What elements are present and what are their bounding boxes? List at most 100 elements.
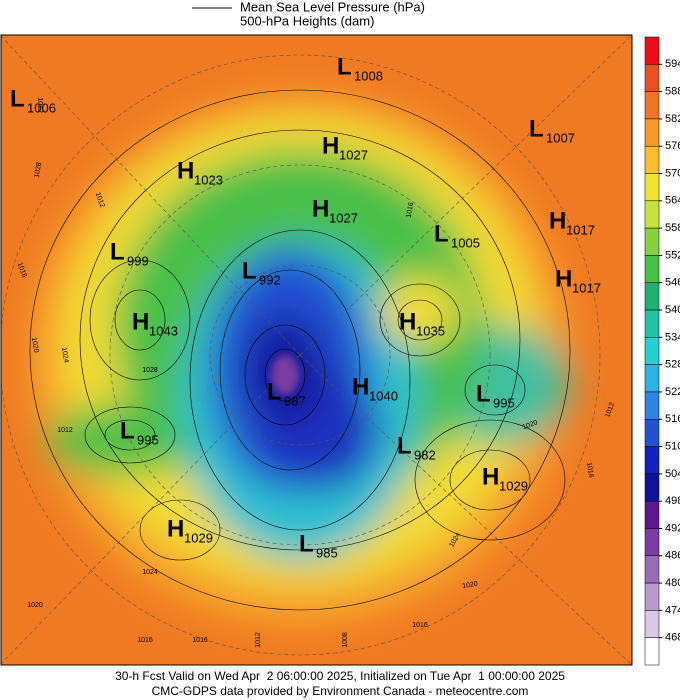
isobar-label: 1016 [585,462,595,479]
colorbar-box [644,391,660,420]
colorbar-label: 588 [665,86,680,98]
isobar-label: 1016 [192,637,208,644]
center-letter: H [482,463,499,490]
colorbar-box [644,145,660,174]
colorbar-label: 468 [665,632,680,644]
colorbar-box [644,64,660,92]
colorbar-label: 480 [665,577,680,589]
isobar-label: 1024 [60,347,70,364]
map-frame [0,34,633,666]
center-value: 1040 [369,388,398,403]
colorbar-box [644,227,660,256]
isobar-label: 1020 [522,419,539,431]
colorbar-label: 510 [665,440,680,452]
isobar-label: 1016 [412,622,428,629]
center-value: 1017 [566,222,595,237]
isobar-label: 1012 [255,632,262,648]
center-value: 1027 [339,147,368,162]
isobar-label: 1012 [57,427,73,434]
isobar-label: 1020 [30,337,40,354]
center-letter: L [337,53,352,80]
colorbar-box [644,446,660,475]
legend-text: Mean Sea Level Pressure (hPa) [240,0,425,14]
footer-text: 30-h Fcst Valid on Wed Apr 2 06:00:00 20… [115,669,565,683]
center-value: 1007 [546,130,575,145]
colorbar-box [644,255,660,283]
colorbar-box [644,473,660,502]
center-value: 1029 [184,530,213,545]
isobar-label: 1020 [462,581,479,591]
center-value: 1023 [194,172,223,187]
colorbar-label: 474 [665,604,680,616]
colorbar-label: 576 [665,140,680,152]
colorbar-box [644,610,660,638]
isobar-label: 1016 [137,637,153,644]
isobar-label: 1008 [342,632,349,648]
colorbar-label: 546 [665,277,680,289]
center-letter: H [167,515,184,542]
map [1,35,632,665]
center-letter: H [555,265,572,292]
colorbar-label: 582 [665,113,680,125]
colorbar-box [644,637,660,666]
center-letter: L [110,238,125,265]
colorbar-label: 516 [665,413,680,425]
colorbar-box [644,364,660,393]
colorbar-label: 564 [665,195,680,207]
colorbar-box [644,118,660,147]
colorbar-label: 498 [665,495,680,507]
colorbar-label: 570 [665,167,680,179]
isobar-label: 1028 [34,162,44,179]
footer-text: CMC-GDPS data provided by Environment Ca… [152,684,529,698]
colorbar-box [644,309,660,338]
colorbar-label: 594 [665,58,680,70]
isobar-label: 1016 [16,262,28,279]
center-letter: L [529,115,544,142]
colorbar-label: 522 [665,386,680,398]
colorbar-box [644,200,660,229]
center-value: 995 [137,432,159,447]
colorbar-box [644,582,660,611]
isobar-label: 1024 [142,569,158,576]
isobar-label: 1028 [142,367,158,374]
colorbar-box [644,173,660,202]
center-letter: H [322,132,339,159]
center-value: 985 [316,545,338,560]
center-value: 999 [127,253,149,268]
isobar-label: 1012 [604,402,616,419]
colorbar-box [644,91,660,120]
center-value: 982 [414,447,436,462]
center-value: 1008 [354,68,383,83]
isobar-label: 1016 [406,202,416,219]
center-letter: L [434,220,449,247]
center-value: 1027 [329,210,358,225]
center-value: 995 [493,395,515,410]
colorbar-box [644,555,660,584]
center-letter: H [132,308,149,335]
colorbar-label: 486 [665,550,680,562]
center-letter: L [299,530,314,557]
colorbar-box [644,282,660,311]
colorbar-box [644,36,660,65]
center-value: 1005 [451,235,480,250]
colorbar-label: 552 [665,249,680,261]
colorbar-label: 504 [665,468,680,480]
center-letter: L [120,417,135,444]
colorbar-box [644,337,660,365]
center-letter: L [397,432,412,459]
center-value: 1043 [149,323,178,338]
center-value: 1029 [499,478,528,493]
center-letter: L [242,257,257,284]
legend-text: 500-hPa Heights (dam) [240,13,374,28]
isobar-label: 1012 [94,192,106,209]
center-value: 1006 [27,100,56,115]
center-value: 1017 [572,280,601,295]
colorbar-label: 492 [665,522,680,534]
colorbar-label: 534 [665,331,680,343]
colorbar-box [644,528,660,557]
colorbar-box [644,500,660,529]
colorbar-label: 528 [665,359,680,371]
center-letter: L [476,380,491,407]
center-letter: H [399,308,416,335]
